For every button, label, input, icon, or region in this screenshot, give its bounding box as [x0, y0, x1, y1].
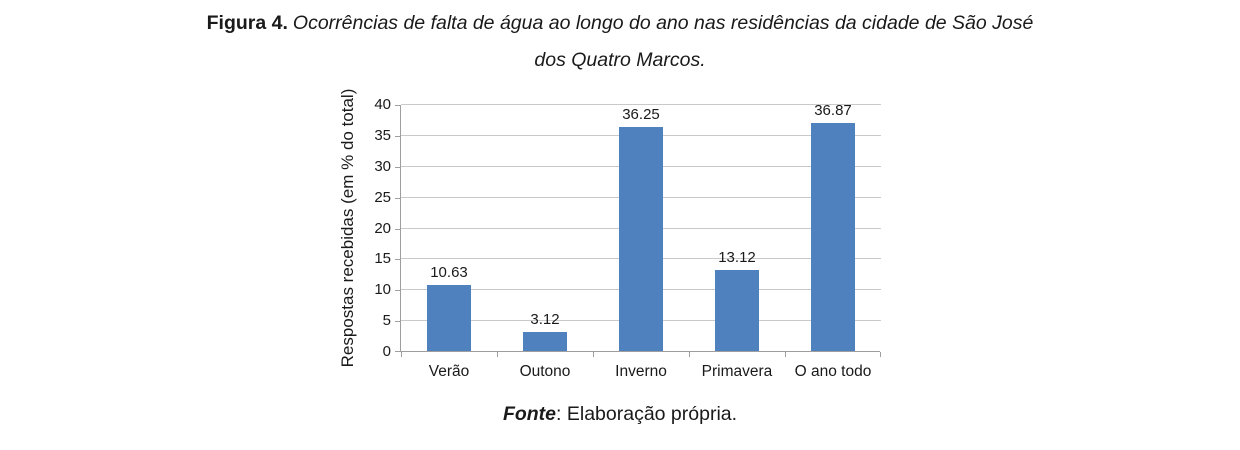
- x-category-label: Verão: [428, 363, 470, 380]
- x-category-label: Inverno: [615, 363, 667, 380]
- x-tick-mark: [401, 352, 402, 357]
- y-tick-label: 30: [374, 157, 391, 175]
- figure-source: Fonte: Elaboração própria.: [0, 401, 1240, 427]
- y-tick-label: 40: [374, 96, 391, 113]
- source-label: Fonte: [502, 403, 557, 425]
- gridline: [401, 104, 881, 105]
- bar-value-label: 10.63: [430, 264, 468, 282]
- bar: [523, 331, 567, 351]
- plot-area: 0 5 10 15 20 25 30 35 40 10.63 Verão 3.12 Outono 36.2…: [374, 96, 881, 380]
- y-tick-label: 10: [374, 281, 391, 299]
- y-tick-mark: [395, 166, 401, 168]
- y-tick-label: 20: [374, 219, 391, 237]
- source-text: : Elaboração própria.: [556, 403, 738, 425]
- y-tick-mark: [395, 105, 401, 106]
- y-tick-mark: [395, 321, 401, 323]
- bar: [427, 285, 471, 351]
- bar-value-label: 36.87: [814, 102, 852, 120]
- x-category-label: O ano todo: [794, 363, 872, 380]
- y-tick-mark: [395, 351, 401, 352]
- bar: [715, 269, 759, 351]
- y-tick-mark: [395, 290, 401, 292]
- bar-chart: Respostas recebidas (em % do total) 0 5 10…: [338, 89, 881, 380]
- bar-value-label: 13.12: [718, 248, 756, 266]
- y-tick-label: 25: [374, 188, 391, 206]
- figure-caption-text: Ocorrências de falta de água ao longo do…: [292, 12, 1034, 34]
- x-tick-mark: [785, 352, 786, 357]
- bar: [619, 127, 663, 351]
- x-tick-mark: [593, 352, 594, 357]
- bar: [811, 123, 855, 351]
- figure-number: Figura 4.: [206, 12, 288, 34]
- y-tick-mark: [395, 259, 401, 261]
- x-tick-mark: [497, 352, 498, 357]
- x-tick-mark: [880, 352, 881, 357]
- bar-value-label: 36.25: [622, 106, 660, 124]
- y-tick-mark: [395, 228, 401, 230]
- y-tick-label: 0: [382, 343, 391, 360]
- y-tick-label: 35: [374, 126, 391, 144]
- y-tick-label: 5: [382, 312, 391, 330]
- y-tick-label: 15: [374, 250, 391, 268]
- y-tick-mark: [395, 135, 401, 137]
- figure-caption-line-1: Figura 4. Ocorrências de falta de água ao…: [0, 5, 1240, 42]
- x-category-label: Primavera: [701, 363, 773, 380]
- x-tick-mark: [689, 352, 690, 357]
- x-category-label: Outono: [519, 363, 571, 380]
- y-tick-mark: [395, 197, 401, 199]
- bar-value-label: 3.12: [530, 310, 560, 328]
- figure-caption: Figura 4. Ocorrências de falta de água ao…: [0, 5, 1240, 79]
- figure-caption-line-2: dos Quatro Marcos.: [534, 49, 706, 71]
